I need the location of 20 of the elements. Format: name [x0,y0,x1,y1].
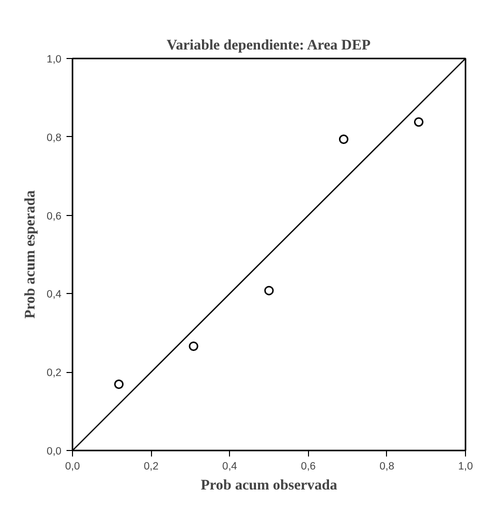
point [264,286,274,296]
x-tick-label: 1,0 [458,460,473,472]
point [188,341,198,351]
x-tick-label: 0,6 [300,460,316,472]
y-tick-label: 0,6 [46,210,62,222]
x-axis-title: Prob acum observada [200,478,338,494]
y-tick-label: 0,0 [46,446,62,458]
point [338,134,348,144]
x-tick-label: 0,4 [222,460,238,472]
chart-title: Variable dependiente: Area DEP [166,38,371,54]
y-tick-label: 0,8 [46,132,62,144]
y-tick-label: 0,4 [46,288,62,301]
y-axis-title: Prob acum esperada [22,190,39,319]
y-tick-label: 1,0 [46,54,62,66]
x-tick-label: 0,8 [379,460,394,472]
y-tick-label: 0,2 [46,367,62,380]
point [414,117,424,127]
x-tick-label: 0,0 [65,460,80,472]
x-tick-label: 0,2 [144,460,159,472]
point [114,380,124,389]
